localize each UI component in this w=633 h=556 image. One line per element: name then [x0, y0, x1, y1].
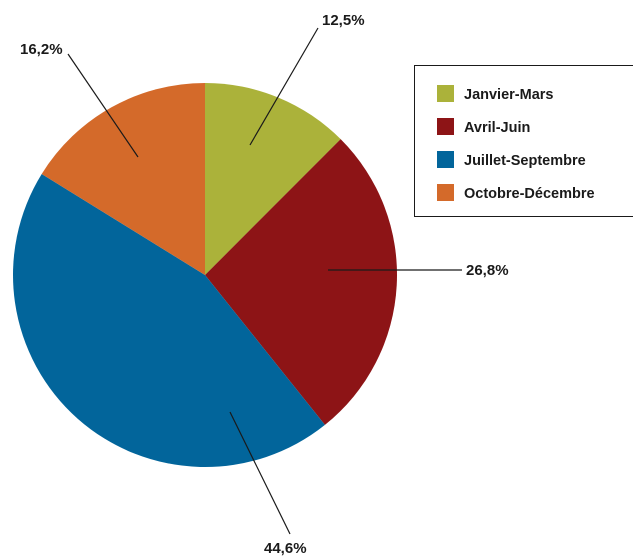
legend-label-octobre-decembre: Octobre-Décembre: [464, 186, 595, 202]
data-label-octobre-decembre: 16,2%: [20, 41, 63, 58]
legend-swatch-juillet-septembre: [437, 151, 454, 168]
slice-avril-juin: [205, 139, 397, 425]
slice-octobre-decembre: [41, 82, 206, 275]
legend-label-juillet-septembre: Juillet-Septembre: [464, 153, 586, 169]
leader-lines: [67, 27, 462, 535]
leader-line-octobre-decembre: [67, 53, 139, 158]
legend-label-avril-juin: Avril-Juin: [464, 120, 530, 136]
data-label-avril-juin: 26,8%: [466, 262, 509, 279]
data-label-juillet-septembre: 44,6%: [264, 540, 307, 556]
data-label-janvier-mars: 12,5%: [322, 12, 365, 29]
data-labels: 12,5% 26,8% 44,6% 16,2%: [20, 12, 509, 556]
leader-line-juillet-septembre: [229, 411, 291, 535]
slice-juillet-septembre: [12, 174, 325, 468]
legend-label-janvier-mars: Janvier-Mars: [464, 87, 553, 103]
legend-swatch-octobre-decembre: [437, 184, 454, 201]
slice-janvier-mars: [205, 83, 341, 275]
legend-swatch-janvier-mars: [437, 85, 454, 102]
pie-slices: [12, 82, 397, 468]
leader-line-janvier-mars: [249, 27, 319, 146]
legend-swatch-avril-juin: [437, 118, 454, 135]
legend: Janvier-Mars Avril-Juin Juillet-Septembre O…: [414, 65, 633, 217]
